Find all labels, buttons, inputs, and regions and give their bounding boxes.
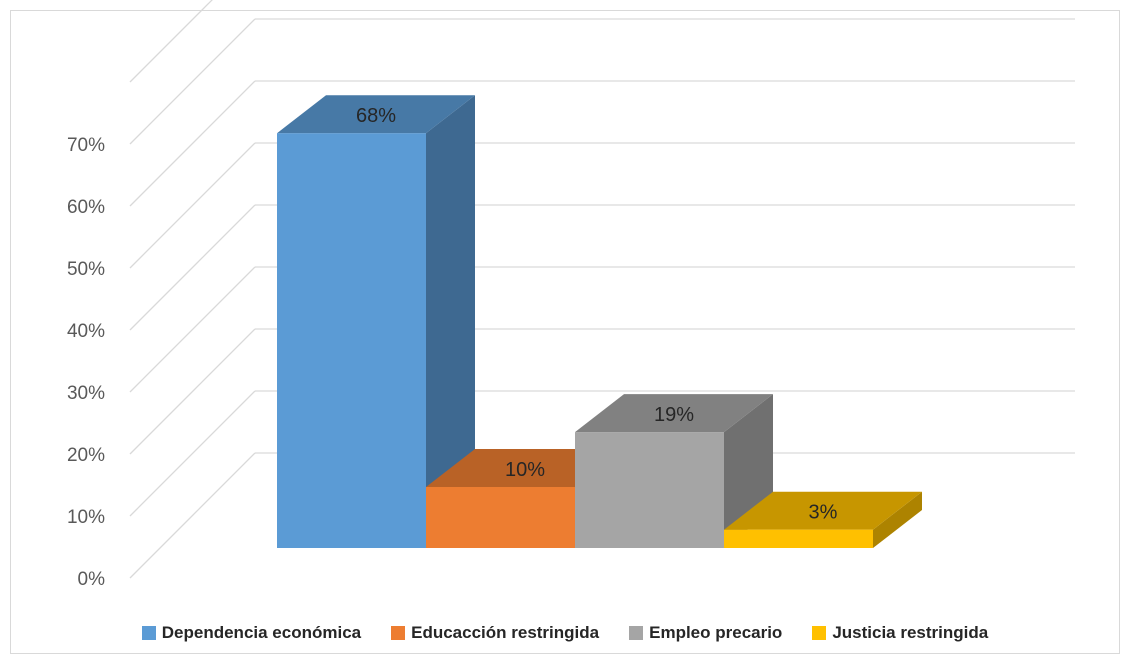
legend-item-2: Empleo precario: [629, 623, 782, 643]
bar-front-3: [724, 529, 873, 548]
bar-top-2: [575, 394, 773, 433]
bar-front-0: [277, 133, 426, 548]
legend-swatch-educaccion: [391, 626, 406, 640]
y-tick-label-0: 0%: [78, 569, 106, 590]
legend-label-empleo: Empleo precario: [649, 623, 783, 642]
gridline-side-6: [129, 80, 256, 207]
bar-3: [724, 491, 922, 548]
legend-label-dependencia: Dependencia económica: [161, 623, 362, 642]
legend: Dependencia económica Educacción restrin…: [0, 618, 1130, 648]
gridline-side-7: [129, 18, 256, 145]
gridline-side-8: [129, 0, 213, 83]
legend-item-0: Dependencia económica: [141, 623, 362, 643]
legend-item-1: Educacción restringida: [391, 623, 599, 643]
y-tick-label-6: 60%: [67, 197, 105, 218]
bar-side-0: [426, 95, 475, 548]
y-axis-ticks: 0% 10% 20% 30% 40% 50% 60% 70%: [67, 135, 105, 590]
gridline-side-1: [129, 390, 256, 517]
data-label-2: 19%: [654, 404, 694, 426]
bar-front-1: [426, 487, 575, 548]
y-tick-label-5: 50%: [67, 259, 105, 280]
data-labels: 68% 10% 19% 3%: [356, 105, 838, 524]
bar-top-0: [277, 95, 475, 134]
gridline-side-0: [129, 452, 256, 579]
data-label-1: 10%: [505, 459, 545, 481]
gridline-side-5: [129, 142, 256, 269]
y-tick-label-3: 30%: [67, 383, 105, 404]
bar-top-3: [724, 491, 922, 530]
legend-label-educaccion: Educacción restringida: [411, 623, 600, 642]
legend-swatch-dependencia: [141, 626, 156, 640]
gridline-side-2: [129, 328, 256, 455]
gridline-side-4: [129, 204, 256, 331]
legend-swatch-empleo: [629, 626, 644, 640]
y-tick-label-2: 20%: [67, 445, 105, 466]
legend-item-3: Justicia restringida: [812, 623, 988, 643]
legend-swatch-justicia: [812, 626, 827, 640]
bar-0: [277, 95, 475, 548]
bar-2: [575, 394, 773, 548]
y-tick-label-4: 40%: [67, 321, 105, 342]
data-label-0: 68%: [356, 105, 396, 127]
gridline-side-3: [129, 266, 256, 393]
data-label-3: 3%: [809, 502, 838, 524]
bar-front-2: [575, 432, 724, 548]
y-tick-label-7: 70%: [67, 135, 105, 156]
y-tick-label-1: 10%: [67, 507, 105, 528]
bar-top-1: [426, 449, 624, 487]
bar-side-3: [873, 491, 922, 548]
bars: [277, 95, 922, 548]
legend-label-justicia: Justicia restringida: [832, 623, 989, 642]
